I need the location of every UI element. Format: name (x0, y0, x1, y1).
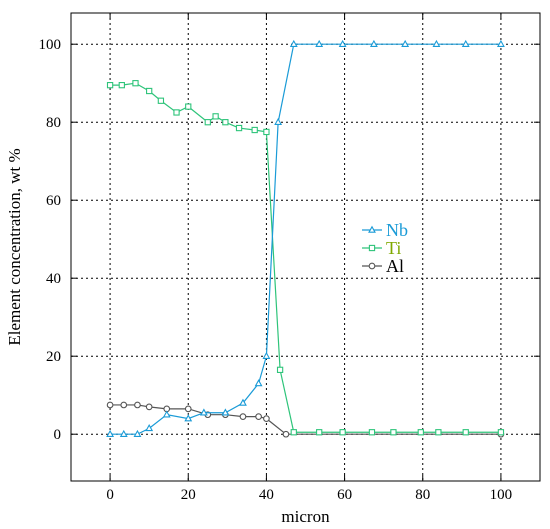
nb-data-point (162, 410, 171, 418)
y-tick-label: 60 (46, 193, 61, 209)
nb-data-point (401, 39, 410, 47)
nb-data-point (315, 39, 324, 47)
x-tick-label: 20 (181, 487, 196, 503)
x-axis-title: micron (281, 507, 330, 526)
nb-data-point (254, 379, 263, 387)
ti-data-point (222, 119, 229, 126)
legend-marker-nb (368, 225, 376, 233)
plot-frame (70, 12, 541, 482)
legend-marker-al (368, 262, 376, 270)
x-tick-label: 0 (106, 487, 114, 503)
ti-data-point (251, 126, 258, 134)
legend-marker-ti (368, 244, 376, 252)
ti-data-point (146, 87, 153, 95)
ti-data-point (435, 429, 442, 436)
al-data-point (255, 413, 262, 421)
y-tick-label: 0 (54, 427, 62, 443)
ti-data-point (316, 429, 323, 436)
legend-item-nb: Nb (362, 220, 408, 240)
ti-data-point (106, 82, 114, 89)
nb-data-point (461, 39, 470, 47)
al-data-point (184, 405, 192, 413)
al-data-point (145, 403, 153, 411)
legend-item-ti: Ti (362, 238, 401, 258)
ti-series-line (110, 82, 501, 433)
series-al (106, 401, 505, 438)
nb-data-point (106, 429, 115, 437)
x-tick-label: 100 (490, 487, 513, 503)
ti-data-point (290, 429, 297, 436)
legend-item-al: Al (362, 256, 404, 276)
nb-data-point (369, 39, 378, 47)
al-data-point (106, 401, 114, 409)
ti-data-point (157, 97, 165, 104)
al-data-point (282, 430, 290, 438)
nb-data-point (221, 408, 230, 416)
ti-data-point (263, 128, 270, 136)
ti-data-point (185, 103, 192, 110)
al-data-point (263, 415, 270, 422)
ti-data-point (173, 109, 180, 116)
ti-data-point (497, 429, 505, 436)
nb-data-point (338, 39, 347, 47)
nb-data-point (274, 117, 283, 125)
x-tick-label: 80 (415, 487, 430, 503)
legend-label-ti: Ti (386, 238, 401, 258)
axis-ticks: 0 20 40 60 80 100 0 20 40 60 80 100 (39, 13, 540, 503)
al-data-point (134, 401, 141, 409)
ti-data-point (339, 429, 346, 436)
nb-data-point (119, 429, 128, 437)
y-axis-title: Element concentration, wt % (5, 148, 24, 345)
nb-data-point (239, 398, 247, 406)
ti-data-point (235, 124, 243, 132)
legend-label-nb: Nb (386, 220, 408, 240)
al-data-point (120, 401, 128, 409)
y-tick-label: 20 (46, 349, 61, 365)
nb-data-point (262, 351, 271, 359)
series-nb (106, 39, 505, 437)
ti-data-point (118, 82, 125, 89)
legend-label-al: Al (386, 256, 404, 276)
nb-data-point (184, 414, 193, 422)
x-tick-label: 60 (337, 487, 352, 503)
ti-data-point (204, 119, 211, 126)
ti-data-point (390, 429, 397, 436)
nb-data-point (133, 429, 142, 437)
nb-data-point (199, 408, 208, 416)
ti-data-point (462, 429, 469, 436)
ti-data-point (132, 80, 139, 87)
nb-data-point (496, 39, 505, 47)
series-ti (106, 80, 505, 436)
ti-data-point (417, 429, 424, 436)
nb-data-point (145, 424, 154, 432)
ti-data-point (368, 429, 376, 436)
al-data-point (239, 413, 247, 421)
ti-data-point (276, 366, 284, 373)
data-series (106, 39, 505, 438)
y-tick-label: 40 (46, 271, 61, 287)
y-tick-label: 80 (46, 115, 61, 131)
x-tick-label: 40 (259, 487, 274, 503)
nb-data-point (289, 39, 298, 47)
grid-lines (71, 13, 540, 481)
nb-data-point (432, 39, 441, 47)
ti-data-point (212, 113, 219, 120)
y-tick-label: 100 (39, 37, 62, 53)
nb-series-line (110, 43, 501, 435)
